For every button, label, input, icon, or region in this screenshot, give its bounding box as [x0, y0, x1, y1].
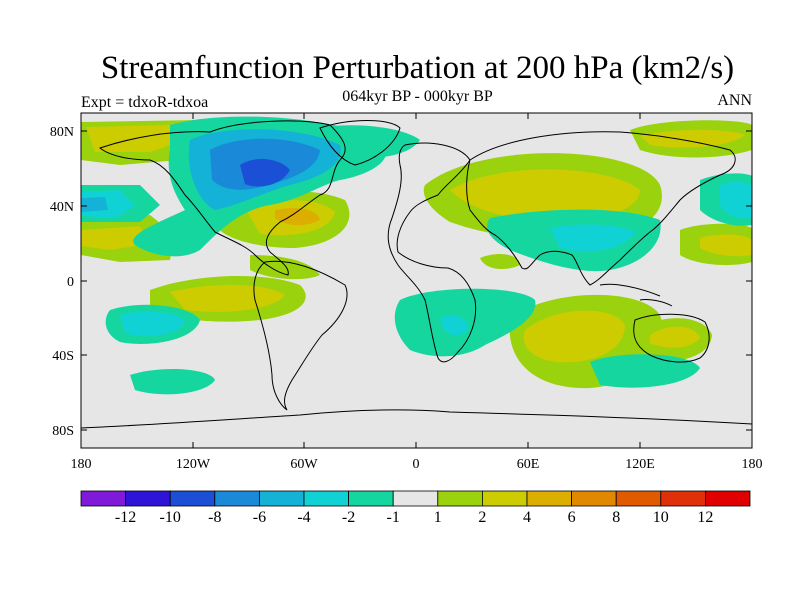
- lon-label-180e: 180: [742, 457, 763, 472]
- colorbar-label: 10: [653, 509, 669, 526]
- lon-label-0: 0: [413, 457, 420, 472]
- field-neg-13: [550, 224, 635, 252]
- field-core-8: [640, 129, 745, 148]
- colorbar-swatch: [258, 490, 305, 507]
- colorbar-swatch: [615, 490, 662, 507]
- colorbar-label: 6: [568, 509, 576, 526]
- colorbar-label: 12: [697, 509, 713, 526]
- field-core-7: [523, 310, 625, 363]
- colorbar-label: -2: [342, 509, 355, 526]
- lon-label-60w: 60W: [290, 457, 318, 472]
- lat-label-40s: 40S: [52, 349, 74, 364]
- coast-australia: [633, 313, 710, 363]
- colorbar-swatch: [348, 490, 394, 507]
- colorbar-swatch: [125, 490, 171, 507]
- experiment-label: Expt = tdxoR-tdxoa: [81, 94, 209, 111]
- lon-label-120e: 120E: [625, 457, 655, 472]
- field-neg-11: [120, 311, 185, 337]
- field-pos-11: [480, 254, 520, 270]
- field-pos-5: [250, 255, 320, 280]
- field-core-2: [81, 226, 150, 250]
- colorbar-label: -6: [253, 509, 266, 526]
- field-neg-14: [440, 315, 469, 336]
- colorbar-label: -4: [297, 509, 310, 526]
- lat-label-80n: 80N: [50, 125, 74, 140]
- coast-greenland: [319, 120, 401, 166]
- colorbar-label: 4: [523, 509, 531, 526]
- field-neg-4: [130, 368, 215, 395]
- colorbar-swatch: [80, 490, 126, 507]
- colorbar: -12 -10 -8 -6 -4 -2 -1 1 2 4 6 8 10 12: [80, 490, 751, 526]
- coastlines: [81, 120, 752, 429]
- field-neg-12: [720, 182, 752, 219]
- coast-indonesia: [599, 283, 673, 307]
- chart-subtitle: 064kyr BP - 000kyr BP: [342, 88, 493, 105]
- coast-europe-africa: [387, 142, 477, 363]
- colorbar-swatch: [392, 490, 439, 507]
- chart-title: Streamfunction Perturbation at 200 hPa (…: [100, 50, 735, 86]
- colorbar-swatch: [169, 490, 216, 507]
- colorbar-swatch: [481, 490, 528, 507]
- lon-label-120w: 120W: [176, 457, 211, 472]
- coast-asia: [466, 131, 736, 286]
- field-core-10: [700, 234, 752, 257]
- colorbar-label: 8: [612, 509, 620, 526]
- field-neg-7: [590, 354, 700, 388]
- period-label: ANN: [717, 92, 752, 109]
- coast-antarctica: [81, 409, 752, 429]
- field-neg-9: [300, 125, 420, 159]
- colorbar-label: 1: [434, 509, 442, 526]
- field-core-4: [275, 208, 320, 226]
- field-core-6: [450, 169, 640, 222]
- colorbar-label: -8: [208, 509, 221, 526]
- colorbar-swatch: [437, 490, 483, 507]
- lat-label-40n: 40N: [50, 200, 74, 215]
- field-neg-18: [81, 197, 108, 212]
- colorbar-label: -1: [387, 509, 400, 526]
- contour-fields: [81, 116, 752, 395]
- lat-ticks: [81, 130, 752, 431]
- colorbar-label: 2: [478, 509, 486, 526]
- lon-label-60e: 60E: [517, 457, 540, 472]
- colorbar-label: -12: [115, 509, 136, 526]
- colorbar-swatch: [660, 490, 706, 507]
- colorbar-swatch: [571, 490, 617, 507]
- lon-ticks: [192, 113, 641, 448]
- colorbar-swatch: [303, 490, 349, 507]
- colorbar-swatch: [705, 490, 751, 507]
- coast-south-america: [253, 260, 348, 411]
- colorbar-swatch: [214, 490, 260, 507]
- lat-label-0: 0: [67, 275, 74, 290]
- colorbar-label: -10: [160, 509, 181, 526]
- colorbar-swatch: [526, 490, 572, 507]
- lon-label-180w: 180: [71, 457, 92, 472]
- coast-north-america: [98, 120, 346, 276]
- lat-label-80s: 80S: [52, 424, 74, 439]
- field-neg-17: [240, 158, 290, 187]
- field-core-9: [650, 326, 700, 348]
